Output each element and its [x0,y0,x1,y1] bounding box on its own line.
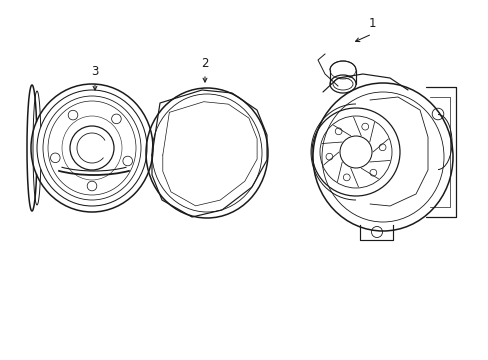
Text: 3: 3 [91,65,99,78]
Text: 1: 1 [367,17,375,30]
Text: 2: 2 [201,57,208,70]
